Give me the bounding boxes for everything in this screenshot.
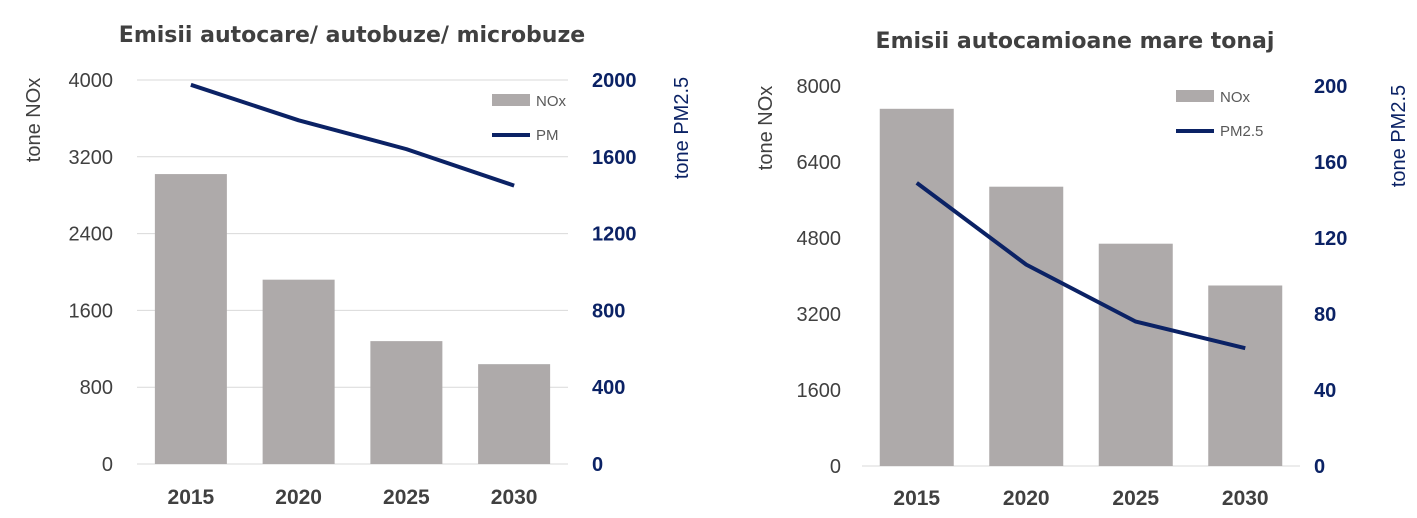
chart-2-y2-axis-label: tone PM2.5 <box>1388 85 1410 187</box>
chart-1-y-axis-label: tone NOx <box>23 78 45 162</box>
chart-2-y-tick-label: 6400 <box>797 152 842 174</box>
chart-1-bar-2030 <box>478 364 551 464</box>
chart-1-y-tick-label: 0 <box>102 454 113 476</box>
chart-2-legend-nox-swatch <box>1176 90 1214 102</box>
chart-2-y2-tick-label: 160 <box>1314 152 1347 174</box>
chart-1-bar-2020 <box>262 279 335 464</box>
chart-1-y2-tick-label: 2000 <box>592 70 637 92</box>
chart-2-y-tick-label: 3200 <box>797 304 842 326</box>
chart-1-pm-line <box>190 82 515 188</box>
chart-1-legend-nox-label: NOx <box>536 93 567 110</box>
chart-2-y-tick-label: 4800 <box>797 228 842 250</box>
chart-1-title: Emisii autocare/ autobuze/ microbuze <box>119 23 585 48</box>
chart-2-legend: NOx PM2.5 <box>1176 89 1263 140</box>
chart-2-y2-tick-label: 200 <box>1314 76 1347 98</box>
chart-2-legend-pm-label: PM2.5 <box>1220 123 1263 140</box>
chart-1-y-tick-label: 1600 <box>69 300 114 322</box>
chart-1-y-tick-label: 3200 <box>69 147 114 169</box>
chart-1-y-tick-label: 800 <box>80 377 113 399</box>
chart-1-y2-tick-label: 400 <box>592 377 625 399</box>
chart-2-x-tick-label: 2025 <box>1112 487 1159 510</box>
chart-2-bar-2030 <box>1208 285 1283 466</box>
chart-2-pm-line <box>915 181 1246 351</box>
chart-1-y2-tick-label: 1600 <box>592 147 637 169</box>
chart-1-y2-axis-label: tone PM2.5 <box>671 77 693 179</box>
chart-1-x-tick-label: 2030 <box>491 486 538 509</box>
chart-1-bar-2015 <box>154 174 227 464</box>
chart-2-y2-tick-label: 0 <box>1314 456 1325 478</box>
chart-1-x-tick-label: 2015 <box>168 486 215 509</box>
chart-1-y-tick-label: 4000 <box>69 70 114 92</box>
chart-1-y2-tick-label: 800 <box>592 300 625 322</box>
chart-2-y-tick-label: 1600 <box>797 380 842 402</box>
chart-2-y-tick-label: 8000 <box>797 76 842 98</box>
chart-2-bar-2020 <box>989 186 1064 466</box>
chart-2-bar-2025 <box>1098 243 1173 466</box>
chart-2-x-tick-label: 2020 <box>1003 487 1050 510</box>
chart-1-legend-nox-swatch <box>492 94 530 106</box>
chart-2-y2-tick-label: 80 <box>1314 304 1336 326</box>
chart-2-y-axis-label: tone NOx <box>755 86 777 170</box>
chart-1-y2-tick-label: 1200 <box>592 224 637 246</box>
chart-2-y2-tick-label: 120 <box>1314 228 1347 250</box>
chart-1-legend-pm-label: PM <box>536 127 559 144</box>
chart-1-x-tick-label: 2020 <box>275 486 322 509</box>
chart-2: Emisii autocamioane mare tonaj 016003200… <box>755 29 1410 510</box>
chart-2-bar-2015 <box>879 108 954 467</box>
chart-1-bar-2025 <box>370 341 443 464</box>
chart-2-legend-nox-label: NOx <box>1220 89 1251 106</box>
chart-1-y-tick-label: 2400 <box>69 224 114 246</box>
chart-2-x-tick-label: 2030 <box>1222 487 1269 510</box>
chart-1-legend: NOx PM <box>492 93 567 144</box>
chart-2-y-tick-label: 0 <box>830 456 841 478</box>
chart-1-x-tick-label: 2025 <box>383 486 430 509</box>
chart-2-title: Emisii autocamioane mare tonaj <box>876 29 1275 54</box>
chart-2-x-tick-label: 2015 <box>893 487 940 510</box>
chart-1: Emisii autocare/ autobuze/ microbuze 0 80… <box>23 23 693 509</box>
chart-1-y2-tick-label: 0 <box>592 454 603 476</box>
chart-2-y2-tick-label: 40 <box>1314 380 1336 402</box>
